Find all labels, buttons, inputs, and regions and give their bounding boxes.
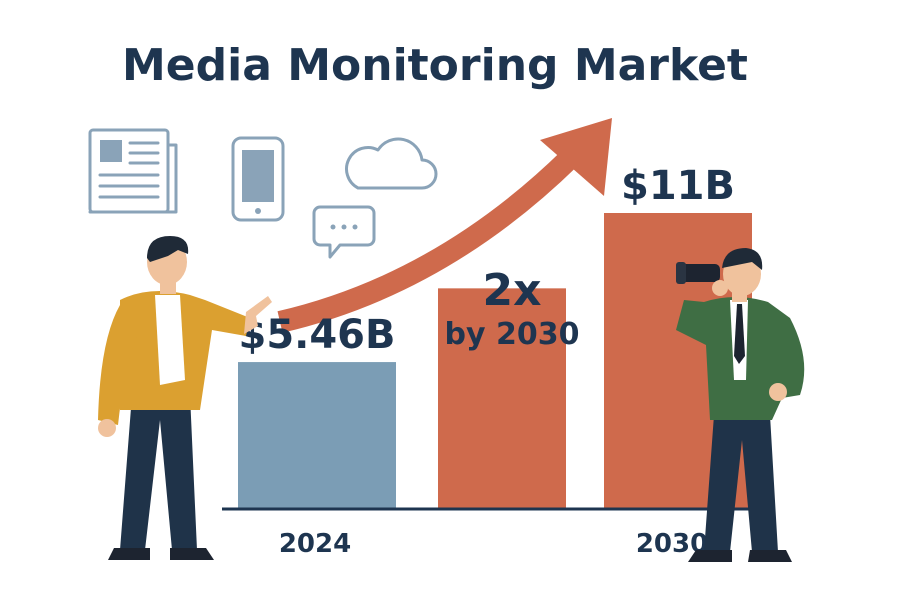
- chat-bubble-icon: [312, 205, 376, 259]
- chart-title: Media Monitoring Market: [122, 40, 748, 91]
- bar-series-1: [438, 288, 566, 509]
- bar-2024: [238, 362, 396, 509]
- data-label-2030: $11B: [621, 163, 735, 209]
- smartphone-icon: [231, 136, 285, 222]
- cloud-icon: [345, 137, 438, 190]
- growth-annotation-sub: by 2030: [445, 317, 580, 352]
- man-pointing-illustration: [98, 236, 272, 560]
- x-tick-2024: 2024: [279, 529, 351, 559]
- data-label-2024: $5.46B: [238, 312, 395, 358]
- newspaper-icon: [88, 128, 178, 214]
- growth-annotation-main: 2x: [483, 265, 542, 316]
- trend-arrow-icon: [277, 118, 612, 333]
- man-with-binoculars-illustration: [676, 248, 805, 562]
